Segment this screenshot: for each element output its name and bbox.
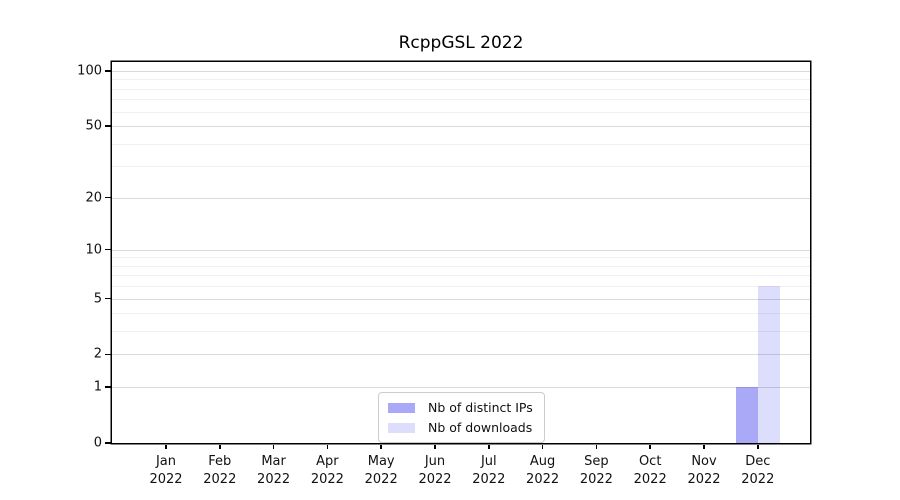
bar-downloads (757, 286, 780, 443)
x-tick-mark (219, 444, 221, 449)
y-tick-label: 0 (93, 435, 102, 451)
x-tick-mark (272, 444, 275, 449)
legend-label: Nb of downloads (428, 420, 533, 435)
legend-item: Nb of downloads (388, 420, 533, 435)
grid-line-major (112, 126, 810, 128)
grid-line-major (112, 298, 810, 300)
y-tick-mark (105, 196, 111, 199)
x-tick-mark (434, 444, 436, 449)
y-tick-label: 100 (77, 63, 102, 79)
grid-line-minor (112, 143, 810, 145)
x-tick-label-line: Nov (691, 454, 717, 469)
grid-line-minor (112, 99, 810, 101)
grid-line-minor (112, 275, 810, 277)
x-tick-label-line: Jun (424, 454, 446, 469)
grid-line-minor (112, 313, 810, 315)
grid-line-minor (112, 265, 810, 267)
x-tick-label: Mar 2022 (232, 453, 316, 488)
x-tick-label: Jul 2022 (447, 453, 531, 488)
x-tick-label: Nov 2022 (662, 453, 746, 488)
grid-line-major (112, 71, 810, 73)
y-tick-mark (105, 442, 111, 444)
x-tick-label: Jan 2022 (124, 453, 208, 488)
x-tick-label-line: 2022 (203, 471, 237, 487)
x-tick-label-line: May (367, 454, 395, 469)
x-tick-label-line: Jul (480, 454, 497, 469)
legend-swatch (388, 402, 415, 413)
x-tick-label: Oct 2022 (608, 453, 692, 488)
x-tick-mark (326, 444, 329, 449)
x-tick-label-line: 2022 (310, 471, 344, 487)
x-tick-label-line: 2022 (149, 471, 183, 487)
x-tick-label: Feb 2022 (178, 453, 262, 488)
y-tick-label: 5 (93, 291, 102, 307)
x-tick-label-line: 2022 (579, 471, 613, 487)
legend-swatch (388, 422, 415, 433)
grid-line-major (112, 197, 810, 199)
x-tick-label-line: Oct (638, 454, 662, 469)
x-tick-label-line: Mar (261, 454, 286, 469)
legend-item: Nb of distinct IPs (388, 400, 533, 415)
bar-distinct-ips (735, 387, 758, 443)
x-tick-label-line: 2022 (472, 471, 506, 487)
x-tick-mark (488, 444, 490, 449)
x-tick-label-line: Jan (155, 454, 177, 469)
x-tick-label-line: 2022 (526, 471, 560, 487)
grid-line-minor (112, 79, 810, 81)
y-tick-label: 10 (85, 242, 102, 258)
x-tick-label: May 2022 (339, 453, 423, 488)
y-tick-mark (105, 70, 111, 72)
grid-line-minor (112, 88, 810, 90)
y-tick-mark (105, 386, 111, 388)
legend-label: Nb of distinct IPs (428, 400, 533, 415)
x-tick-label-line: Apr (316, 454, 339, 469)
x-tick-mark (703, 444, 705, 449)
grid-line-minor (112, 331, 810, 333)
x-tick-label: Apr 2022 (285, 453, 369, 488)
x-tick-label-line: Aug (529, 454, 556, 469)
x-tick-label: Aug 2022 (501, 453, 585, 488)
x-tick-label-line: 2022 (741, 471, 775, 487)
grid-line-minor (112, 286, 810, 288)
y-tick-mark (105, 125, 111, 127)
grid-line-minor (112, 257, 810, 259)
x-tick-label-line: Dec (745, 454, 771, 469)
x-tick-label-line: 2022 (364, 471, 398, 487)
y-tick-label: 20 (85, 190, 102, 206)
x-tick-mark (595, 444, 598, 449)
y-tick-mark (105, 297, 111, 300)
x-tick-label-line: Sep (584, 454, 609, 469)
y-tick-label: 1 (93, 379, 102, 395)
x-tick-mark (541, 444, 544, 449)
y-tick-label: 2 (93, 346, 102, 362)
x-tick-label-line: 2022 (257, 471, 291, 487)
x-tick-label-line: 2022 (633, 471, 667, 487)
legend: Nb of distinct IPs Nb of downloads (378, 392, 545, 443)
grid-line-major (112, 354, 810, 356)
x-tick-label-line: 2022 (687, 471, 721, 487)
x-tick-mark (380, 444, 382, 449)
x-tick-mark (165, 444, 167, 449)
x-tick-label: Sep 2022 (554, 453, 638, 488)
x-tick-mark (649, 444, 651, 449)
grid-line-major (112, 387, 810, 389)
y-tick-mark (105, 353, 111, 356)
x-tick-label: Jun 2022 (393, 453, 477, 488)
x-tick-label-line: 2022 (418, 471, 452, 487)
x-tick-label-line: Feb (208, 454, 232, 469)
y-tick-mark (105, 248, 111, 251)
x-tick-label: Dec 2022 (716, 453, 800, 488)
x-tick-mark (757, 444, 759, 449)
grid-line-minor (112, 111, 810, 113)
y-tick-label: 50 (85, 118, 102, 134)
grid-line-major (112, 249, 810, 251)
grid-line-minor (112, 166, 810, 168)
chart-title: RcppGSL 2022 (398, 33, 524, 53)
plot-area: 0 1 2 5 10 20 50 100 Jan 2022 Feb 2022 Mar 2022 Apr 202… (77, 62, 810, 487)
